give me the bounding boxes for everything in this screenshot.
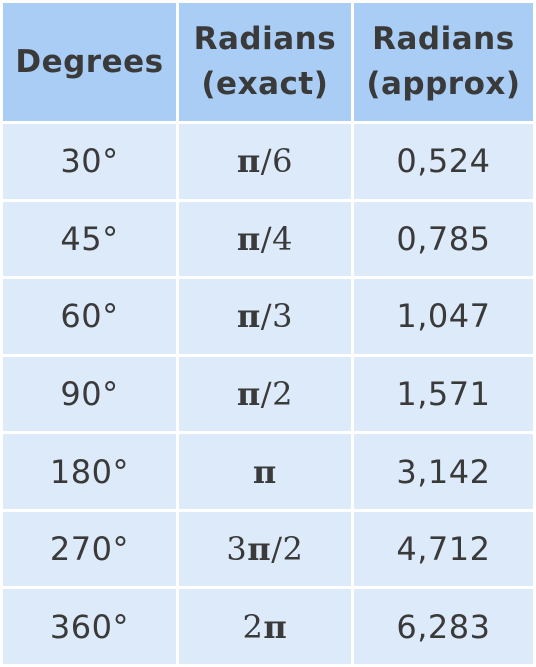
- cell-radians-approx: 0,785: [353, 201, 533, 277]
- header-row: Degrees Radians (exact) Radians (approx): [3, 3, 533, 121]
- table-body: 30° π/6 0,524 45° π/4 0,785 60° π/3 1,047 90° π/2 1…: [3, 124, 533, 664]
- table-row: 90° π/2 1,571: [3, 356, 533, 432]
- cell-degrees: 180°: [3, 434, 176, 509]
- cell-radians-approx: 4,712: [353, 511, 533, 587]
- header-radians-approx-line1: Radians: [372, 21, 515, 58]
- exact-denominator: /6: [260, 142, 293, 181]
- cell-degrees: 60°: [3, 279, 176, 354]
- cell-radians-exact: π: [178, 434, 351, 509]
- pi-symbol: π: [236, 219, 261, 258]
- exact-coefficient: 2: [242, 607, 264, 646]
- header-radians-exact-line2: (exact): [201, 66, 329, 102]
- cell-radians-exact: 3π/2: [178, 511, 351, 587]
- cell-radians-approx: 1,047: [353, 279, 533, 354]
- exact-denominator: /2: [260, 374, 293, 413]
- cell-degrees: 270°: [3, 511, 176, 587]
- header-degrees-label: Degrees: [15, 43, 164, 80]
- pi-symbol: π: [252, 452, 277, 491]
- table-row: 360° 2π 6,283: [3, 589, 533, 664]
- pi-symbol: π: [236, 297, 261, 336]
- pi-symbol: π: [236, 374, 261, 413]
- pi-symbol: π: [236, 142, 261, 181]
- header-radians-approx-line2: (approx): [366, 66, 521, 102]
- cell-radians-approx: 6,283: [353, 589, 533, 664]
- exact-denominator: /2: [271, 530, 304, 569]
- cell-degrees: 90°: [3, 356, 176, 432]
- table-row: 270° 3π/2 4,712: [3, 511, 533, 587]
- cell-radians-exact: π/2: [178, 356, 351, 432]
- exact-coefficient: 3: [226, 530, 248, 569]
- cell-degrees: 30°: [3, 124, 176, 199]
- exact-denominator: /3: [260, 297, 293, 336]
- exact-denominator: /4: [260, 219, 293, 258]
- pi-symbol: π: [263, 607, 288, 646]
- cell-radians-exact: π/6: [178, 124, 351, 199]
- header-radians-approx: Radians (approx): [353, 3, 533, 121]
- cell-radians-approx: 3,142: [353, 434, 533, 509]
- cell-degrees: 360°: [3, 589, 176, 664]
- header-radians-exact-line1: Radians: [193, 21, 337, 58]
- table-row: 180° π 3,142: [3, 434, 533, 509]
- table-row: 30° π/6 0,524: [3, 124, 533, 199]
- pi-symbol: π: [247, 530, 272, 569]
- cell-radians-exact: π/3: [178, 279, 351, 354]
- cell-radians-exact: 2π: [178, 589, 351, 664]
- cell-radians-approx: 0,524: [353, 124, 533, 199]
- header-radians-exact: Radians (exact): [178, 3, 351, 121]
- cell-radians-exact: π/4: [178, 201, 351, 277]
- cell-degrees: 45°: [3, 201, 176, 277]
- table-row: 60° π/3 1,047: [3, 279, 533, 354]
- header-degrees: Degrees: [3, 3, 176, 121]
- table-row: 45° π/4 0,785: [3, 201, 533, 277]
- cell-radians-approx: 1,571: [353, 356, 533, 432]
